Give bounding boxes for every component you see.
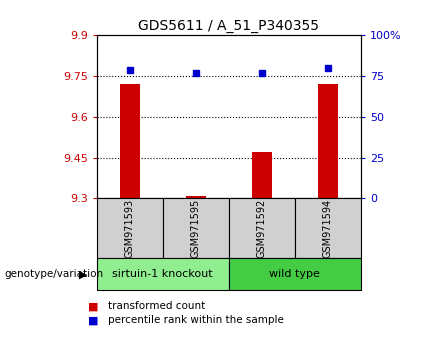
Text: wild type: wild type — [269, 269, 320, 279]
Text: GSM971592: GSM971592 — [257, 199, 267, 258]
FancyBboxPatch shape — [97, 198, 163, 258]
Text: ■: ■ — [88, 301, 99, 311]
Bar — [252, 152, 272, 198]
Text: ▶: ▶ — [79, 269, 88, 279]
Text: GSM971595: GSM971595 — [191, 199, 201, 258]
Bar — [186, 195, 206, 198]
Text: genotype/variation: genotype/variation — [4, 269, 103, 279]
Title: GDS5611 / A_51_P340355: GDS5611 / A_51_P340355 — [138, 19, 319, 33]
FancyBboxPatch shape — [229, 198, 295, 258]
Text: ■: ■ — [88, 315, 99, 325]
FancyBboxPatch shape — [163, 198, 229, 258]
FancyBboxPatch shape — [97, 258, 229, 290]
Text: transformed count: transformed count — [108, 301, 205, 311]
Bar — [318, 84, 338, 198]
Bar — [120, 84, 140, 198]
Text: GSM971593: GSM971593 — [125, 199, 135, 258]
FancyBboxPatch shape — [295, 198, 361, 258]
Text: sirtuin-1 knockout: sirtuin-1 knockout — [113, 269, 213, 279]
Text: percentile rank within the sample: percentile rank within the sample — [108, 315, 284, 325]
Text: GSM971594: GSM971594 — [323, 199, 333, 258]
FancyBboxPatch shape — [229, 258, 361, 290]
